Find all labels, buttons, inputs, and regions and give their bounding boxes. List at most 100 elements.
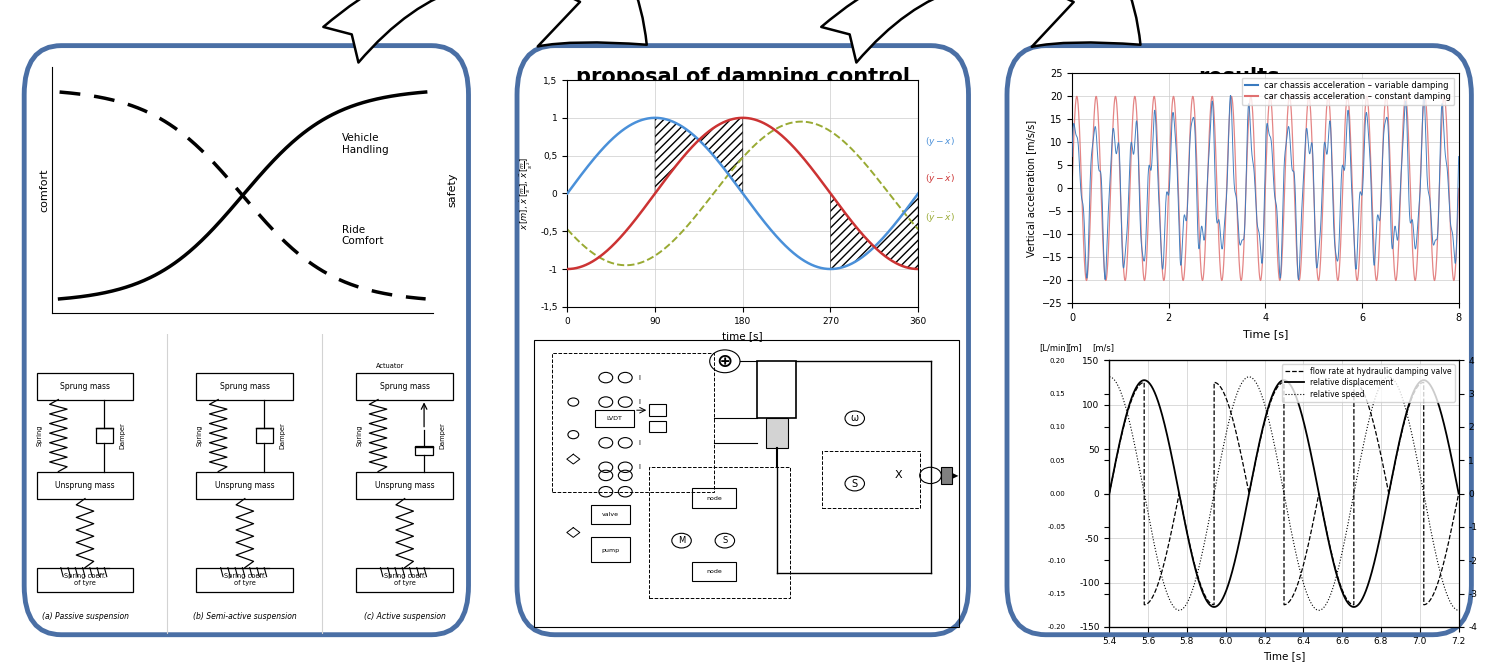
Line: relative speed: relative speed — [1109, 377, 1459, 610]
relative speed — [1439, 593, 1457, 601]
Bar — [649, 421, 666, 432]
flow rate at hydraulic damping valve — [1250, 442, 1268, 450]
Bar — [552, 353, 714, 492]
Bar — [823, 451, 920, 508]
Text: [m]: [m] — [1067, 344, 1082, 352]
Text: [L/min]: [L/min] — [1039, 344, 1069, 352]
Bar — [197, 472, 293, 499]
Text: Sprung mass: Sprung mass — [60, 382, 110, 390]
Bar — [415, 446, 433, 455]
Text: Actuator: Actuator — [376, 363, 405, 369]
Bar — [197, 568, 293, 592]
FancyBboxPatch shape — [1006, 45, 1472, 635]
Text: I: I — [639, 375, 640, 381]
relative displacement — [1354, 593, 1372, 601]
Text: $(y-x)$: $(y-x)$ — [926, 135, 956, 147]
Text: M: M — [678, 536, 685, 545]
Text: chasis vibation issue: chasis vibation issue — [124, 67, 369, 87]
Bar — [197, 373, 293, 400]
Bar — [255, 428, 273, 444]
Text: node: node — [706, 569, 723, 574]
Bar — [36, 568, 133, 592]
Text: Spring: Spring — [197, 425, 203, 446]
Bar — [36, 373, 133, 400]
Text: Sprung mass: Sprung mass — [219, 382, 270, 390]
FancyBboxPatch shape — [517, 45, 969, 635]
X-axis label: Time [s]: Time [s] — [1263, 651, 1305, 661]
Text: (c) Active suspension: (c) Active suspension — [364, 612, 445, 620]
Text: S: S — [851, 479, 858, 488]
Bar — [357, 472, 454, 499]
relative speed — [1266, 445, 1284, 453]
relative displacement — [1266, 384, 1284, 392]
relative displacement — [1247, 454, 1265, 462]
Bar — [96, 428, 113, 444]
Text: Spring coeff.
of tyre: Spring coeff. of tyre — [64, 573, 106, 586]
X-axis label: Time [s]: Time [s] — [1242, 329, 1288, 339]
X-axis label: time [s]: time [s] — [723, 331, 763, 341]
Text: $(\dot{y}-\dot{x})$: $(\dot{y}-\dot{x})$ — [926, 172, 956, 186]
Legend: car chassis acceleration – variable damping, car chassis acceleration – constant: car chassis acceleration – variable damp… — [1242, 77, 1454, 105]
Bar — [649, 468, 790, 598]
Text: Damper: Damper — [279, 422, 285, 449]
Text: valve: valve — [602, 512, 618, 517]
flow rate at hydraulic damping valve — [1100, 490, 1118, 498]
Bar — [693, 488, 736, 508]
Text: Damper: Damper — [119, 422, 125, 449]
Text: safety: safety — [446, 173, 457, 207]
relative speed — [1354, 442, 1372, 450]
Legend: flow rate at hydraulic damping valve, relative displacement, relative speed: flow rate at hydraulic damping valve, re… — [1282, 364, 1454, 402]
Text: pump: pump — [602, 548, 620, 553]
Text: node: node — [706, 496, 723, 501]
Bar — [766, 418, 788, 448]
Text: ω: ω — [851, 414, 858, 424]
flow rate at hydraulic damping valve — [1266, 387, 1284, 395]
flow rate at hydraulic damping valve — [1247, 455, 1265, 463]
Y-axis label: comfort: comfort — [39, 168, 49, 212]
Text: Unsprung mass: Unsprung mass — [215, 481, 275, 490]
Text: Spring: Spring — [37, 425, 43, 446]
Bar — [36, 472, 133, 499]
relative speed — [1421, 525, 1439, 533]
Text: ▶: ▶ — [953, 471, 959, 480]
Text: proposal of damping control: proposal of damping control — [576, 67, 909, 87]
Y-axis label: $x\,[m],\,\dot{x}\,[\frac{m}{s}],\,\ddot{x}\,[\frac{m}{s^2}]$: $x\,[m],\,\dot{x}\,[\frac{m}{s}],\,\ddot… — [518, 157, 534, 230]
Text: (b) Semi-active suspension: (b) Semi-active suspension — [193, 612, 297, 620]
Line: relative displacement: relative displacement — [1109, 380, 1459, 607]
Bar — [596, 410, 635, 426]
Text: [m/s]: [m/s] — [1091, 344, 1114, 352]
Text: LVDT: LVDT — [606, 416, 623, 421]
relative speed — [1100, 373, 1118, 381]
Text: $(\ddot{y}-\ddot{x})$: $(\ddot{y}-\ddot{x})$ — [926, 211, 956, 225]
Bar — [757, 362, 796, 418]
flow rate at hydraulic damping valve — [1421, 596, 1439, 604]
Bar — [357, 568, 454, 592]
Bar — [357, 373, 454, 400]
relative displacement — [1100, 490, 1118, 498]
Text: Unsprung mass: Unsprung mass — [55, 481, 115, 490]
Text: Ride
Comfort: Ride Comfort — [342, 225, 384, 246]
relative displacement — [1450, 490, 1468, 498]
Text: Spring coeff.
of tyre: Spring coeff. of tyre — [224, 573, 266, 586]
Bar — [649, 404, 666, 416]
Text: Vehicle
Handling: Vehicle Handling — [342, 133, 388, 155]
Text: Spring: Spring — [357, 425, 363, 446]
Text: (a) Passive suspension: (a) Passive suspension — [42, 612, 128, 620]
relative displacement — [1205, 603, 1223, 611]
Text: Unsprung mass: Unsprung mass — [375, 481, 434, 490]
Text: ⊕: ⊕ — [717, 352, 733, 371]
FancyBboxPatch shape — [24, 45, 469, 635]
Text: results: results — [1199, 67, 1280, 87]
Text: Damper: Damper — [439, 422, 445, 449]
Y-axis label: Vertical acceleration [m/s/s]: Vertical acceleration [m/s/s] — [1026, 120, 1036, 257]
Bar — [942, 468, 953, 484]
relative speed — [1247, 379, 1265, 387]
Text: I: I — [639, 440, 640, 446]
Text: X: X — [894, 470, 902, 480]
Text: Sprung mass: Sprung mass — [379, 382, 430, 390]
Bar — [693, 562, 736, 582]
Text: S: S — [723, 536, 727, 545]
Bar — [591, 538, 630, 562]
flow rate at hydraulic damping valve — [1450, 490, 1468, 498]
Line: flow rate at hydraulic damping valve: flow rate at hydraulic damping valve — [1109, 382, 1459, 605]
